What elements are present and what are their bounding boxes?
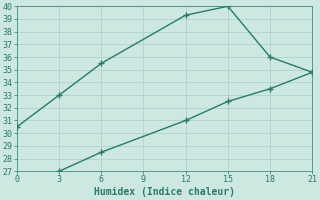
X-axis label: Humidex (Indice chaleur): Humidex (Indice chaleur) <box>94 187 235 197</box>
